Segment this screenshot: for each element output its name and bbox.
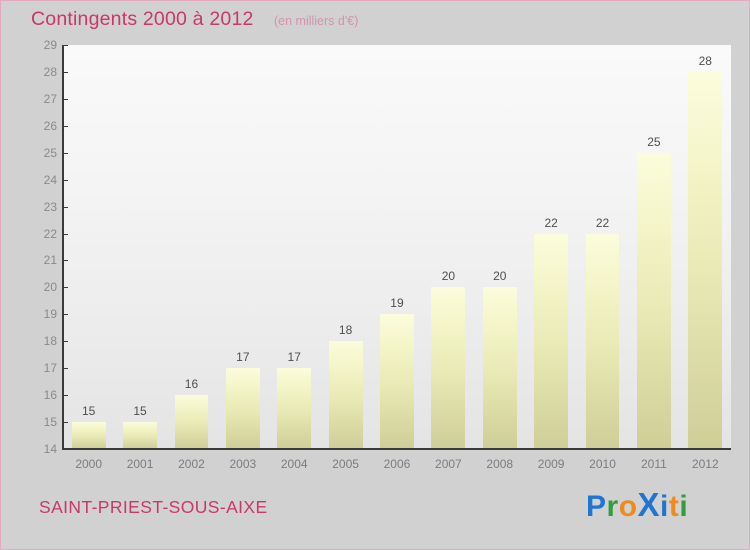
chart-header: Contingents 2000 à 2012 (en milliers d'€… — [1, 1, 750, 39]
x-axis-label: 2002 — [178, 457, 205, 471]
y-axis-label: 25 — [43, 145, 57, 160]
y-axis-label: 18 — [43, 334, 57, 349]
x-axis-label: 2012 — [691, 457, 719, 471]
x-axis-label: 2010 — [589, 457, 616, 471]
bar — [328, 341, 363, 449]
logo-letter: i — [679, 490, 689, 523]
x-axis-label: 2007 — [435, 457, 462, 471]
bar-value-label: 19 — [390, 296, 404, 311]
chart-plot: 14 15 16 17 18 19 20 21 22 23 24 25 26 27 28 29 15 15 16 1… — [27, 39, 731, 470]
chart-footer: SAINT-PRIEST-SOUS-AIXE ProXiti — [1, 483, 750, 549]
y-axis-label: 24 — [43, 172, 57, 187]
y-axis-tick — [63, 422, 68, 424]
y-axis-label: 19 — [43, 307, 57, 322]
y-axis-tick — [63, 125, 68, 127]
y-axis-label: 17 — [43, 361, 57, 376]
bar — [380, 314, 414, 449]
bar — [431, 287, 466, 449]
y-axis-tick — [63, 287, 68, 289]
proxiti-logo[interactable]: ProXiti — [586, 486, 689, 523]
x-axis-label: 2003 — [229, 457, 257, 471]
y-axis-tick — [63, 260, 68, 262]
y-axis-tick — [63, 98, 68, 100]
x-axis-label: 2009 — [537, 457, 565, 471]
y-axis-tick — [63, 341, 68, 343]
y-axis-tick — [63, 45, 68, 46]
x-axis-line — [62, 448, 731, 450]
y-axis-label: 16 — [43, 388, 57, 403]
x-axis-label: 2004 — [280, 457, 308, 471]
y-axis-label: 15 — [43, 415, 57, 430]
y-axis-label: 26 — [43, 118, 57, 133]
bar — [71, 422, 106, 449]
bar-value-label: 22 — [595, 215, 610, 230]
y-axis-label: 22 — [43, 226, 57, 241]
bar-value-label: 20 — [493, 269, 507, 284]
bar — [225, 368, 260, 449]
logo-letter: X — [637, 486, 661, 523]
y-axis-label: 21 — [43, 253, 57, 268]
bar — [534, 233, 569, 449]
y-axis-tick — [63, 368, 68, 370]
y-axis-tick — [63, 179, 68, 181]
bar-value-label: 18 — [338, 323, 353, 338]
logo-letter: o — [618, 490, 638, 523]
y-axis-label: 28 — [43, 64, 57, 79]
y-axis-label: 23 — [43, 199, 57, 214]
bar-value-label: 25 — [647, 134, 661, 149]
bar — [174, 395, 209, 449]
x-axis-label: 2001 — [126, 457, 154, 471]
x-axis-label: 2008 — [486, 457, 514, 471]
y-axis-tick — [63, 314, 68, 316]
bar-value-label: 16 — [184, 377, 199, 392]
chart-subtitle: (en milliers d'€) — [274, 14, 359, 28]
bar — [277, 368, 312, 449]
commune-name: SAINT-PRIEST-SOUS-AIXE — [39, 497, 268, 517]
x-axis-label: 2006 — [383, 457, 411, 471]
bar-value-label: 22 — [544, 215, 558, 230]
y-axis-tick — [63, 71, 68, 73]
y-axis-tick — [63, 152, 68, 154]
y-axis-label: 20 — [43, 280, 57, 295]
bar — [585, 233, 620, 449]
bar — [636, 152, 671, 449]
y-axis-tick — [63, 206, 68, 208]
logo-letter: r — [606, 490, 619, 523]
y-axis-tick — [63, 395, 68, 397]
x-axis-label: 2011 — [641, 457, 667, 471]
x-axis-label: 2000 — [75, 457, 103, 471]
bar-value-label: 20 — [441, 269, 456, 284]
x-axis-label: 2005 — [332, 457, 359, 471]
logo-letter: t — [668, 490, 680, 523]
logo-letter: P — [586, 490, 607, 523]
bar — [123, 422, 158, 449]
logo-letter: i — [660, 490, 669, 523]
bar — [482, 287, 517, 449]
y-axis-label: 27 — [43, 91, 57, 106]
y-axis-tick — [63, 233, 68, 235]
y-axis-label: 29 — [43, 38, 57, 52]
y-axis-label: 14 — [43, 442, 57, 456]
bar-value-label: 15 — [133, 404, 147, 419]
bar-value-label: 17 — [236, 350, 250, 365]
y-axis-tick — [63, 449, 68, 450]
bar-value-label: 17 — [287, 350, 301, 365]
page-title: Contingents 2000 à 2012 — [31, 8, 254, 30]
y-axis-line — [62, 45, 64, 450]
bar-value-label: 28 — [698, 53, 712, 68]
bar-value-label: 15 — [82, 404, 96, 419]
bar — [688, 71, 723, 449]
